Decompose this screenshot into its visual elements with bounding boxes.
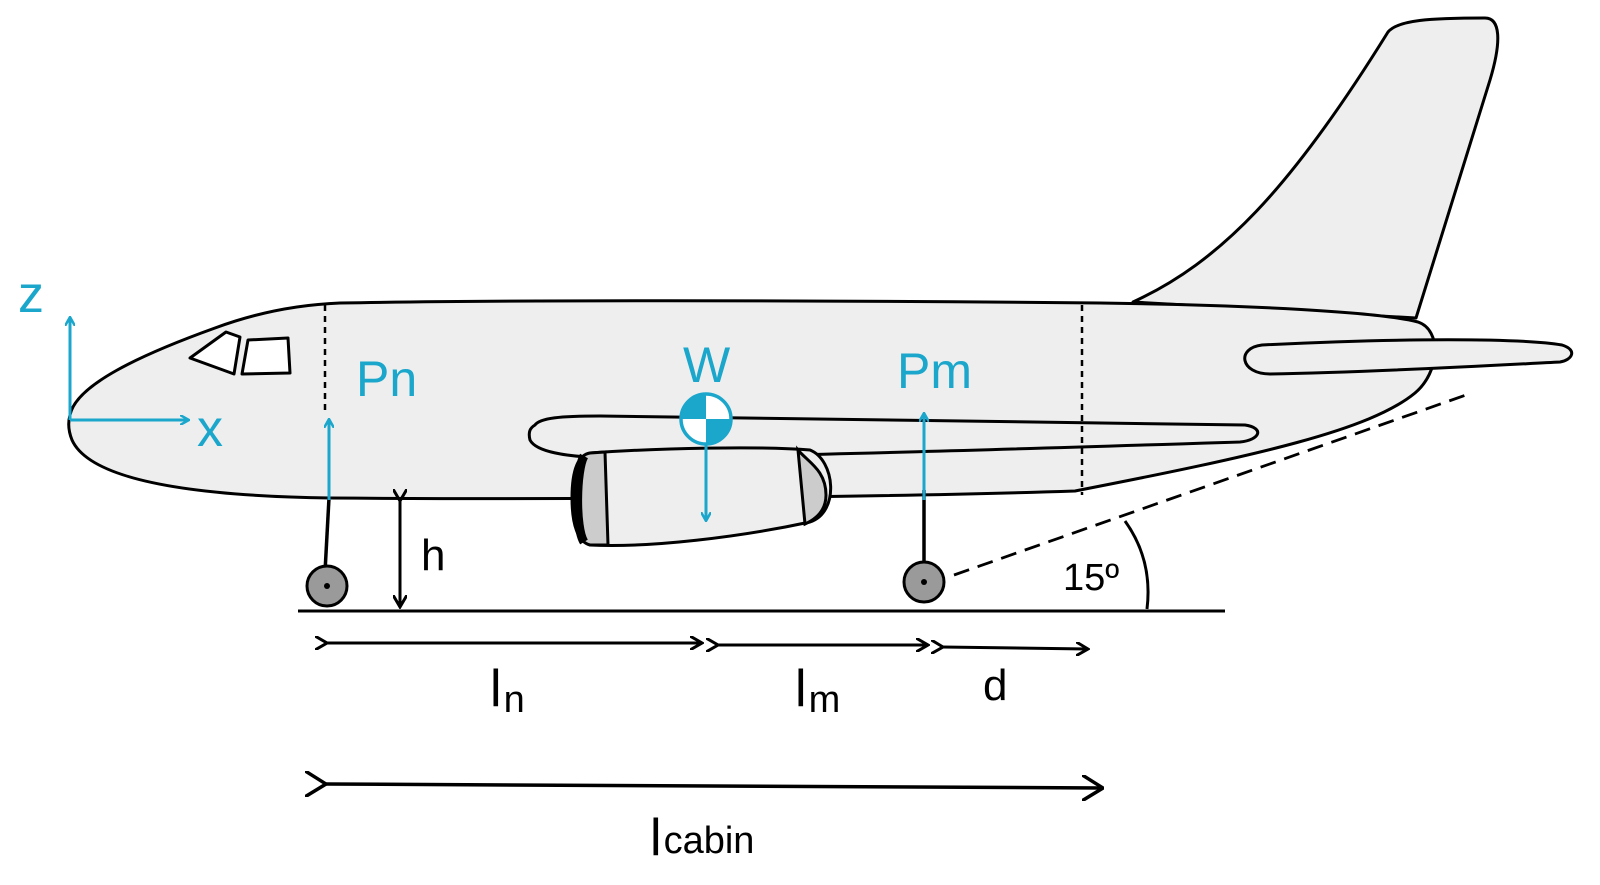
weight-label: W: [683, 337, 731, 393]
l-nose-label: ln: [490, 660, 525, 721]
height-label: h: [421, 531, 445, 580]
cockpit-window-side: [240, 336, 292, 376]
angle-label: 15º: [1063, 557, 1119, 599]
tail-strike-line: [953, 393, 1467, 577]
center-of-gravity-icon: [679, 392, 733, 446]
cockpit-window-front: [188, 330, 242, 376]
engine-nacelle: [572, 446, 833, 547]
engine-intake-lip: [573, 453, 589, 545]
vertical-tail: [1131, 16, 1500, 320]
main-wheel: [902, 560, 946, 604]
nose-force-label: Pn: [356, 351, 417, 407]
d-dimension: [942, 647, 1087, 649]
engine-exhaust: [796, 445, 828, 527]
nose-wheel: [305, 564, 349, 608]
z-axis-label: z: [18, 266, 44, 324]
x-axis-label: x: [197, 400, 223, 458]
l-cabin-label: lcabin: [650, 809, 754, 867]
d-label: d: [983, 661, 1007, 710]
horizontal-stabilizer: [1243, 338, 1574, 376]
angle-arc: [1123, 520, 1150, 610]
l-main-label: lm: [795, 660, 840, 721]
l-cabin-dimension: [325, 784, 1102, 788]
nose-gear-strut: [323, 497, 331, 573]
main-force-label: Pm: [897, 343, 972, 399]
